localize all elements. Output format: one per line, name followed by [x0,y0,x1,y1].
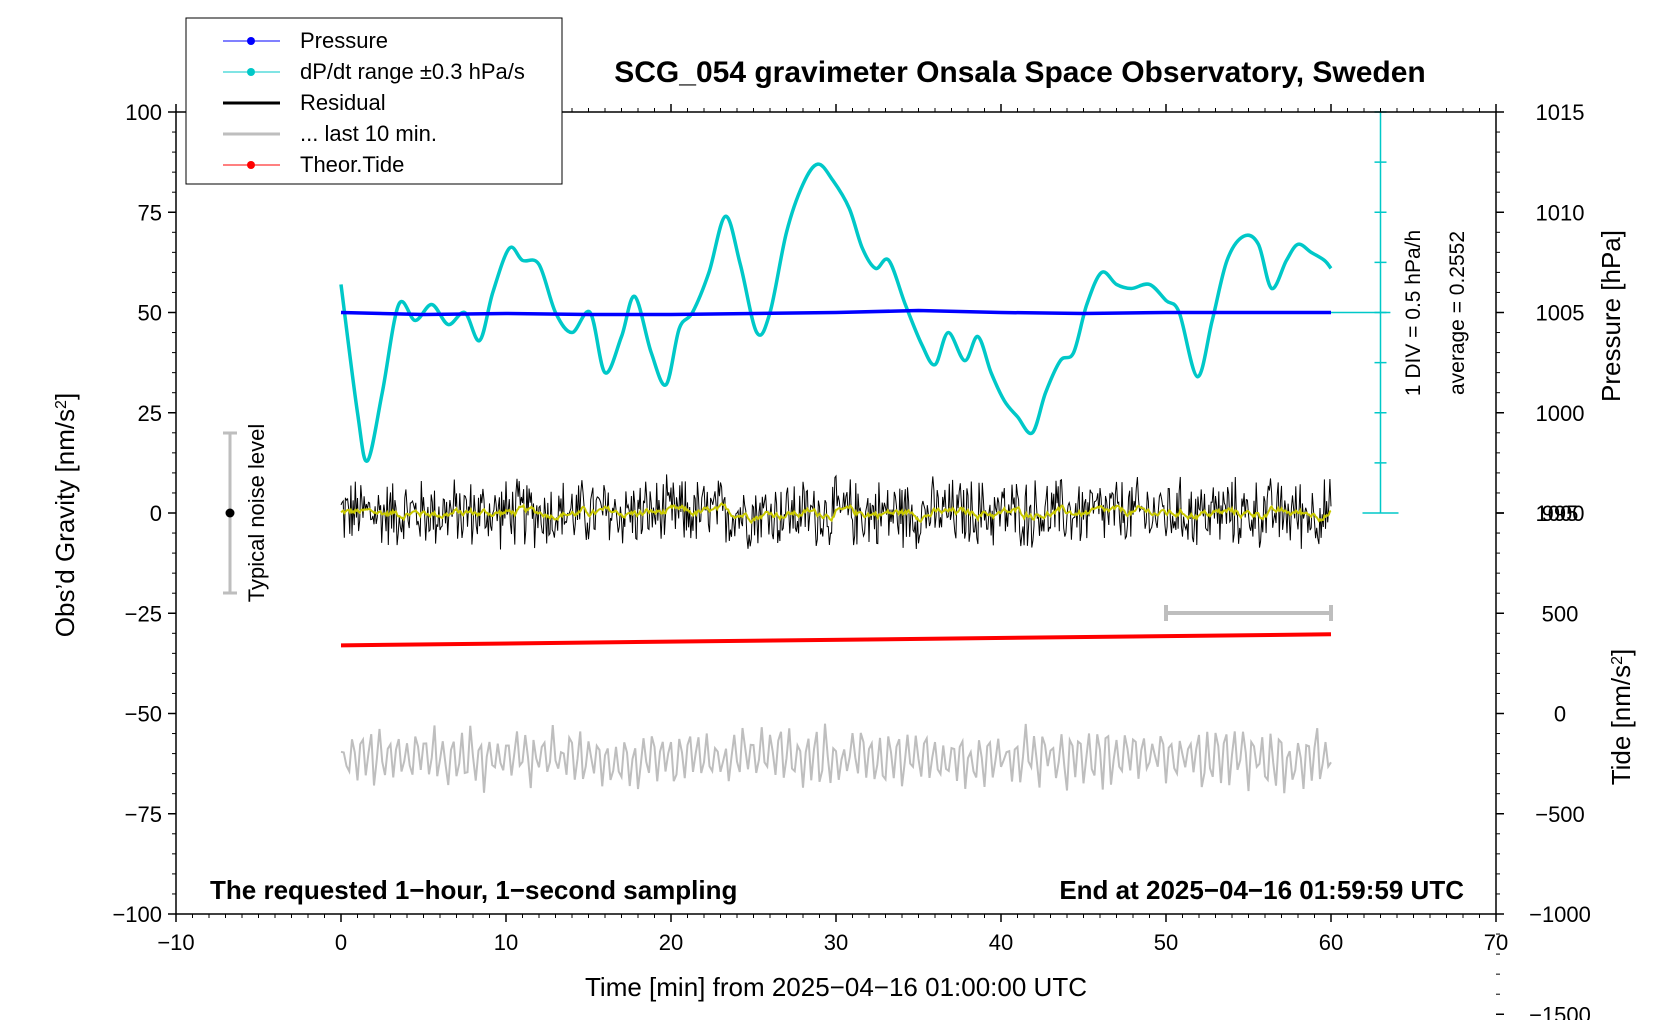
legend-dpdt-marker [247,68,255,76]
y-tick-label: 50 [138,301,162,326]
x-tick-label: 10 [494,930,518,955]
legend-pressure-marker [247,37,255,45]
noise-level-label: Typical noise level [244,424,269,603]
x-tick-label: 0 [335,930,347,955]
y-tick-label: 25 [138,401,162,426]
legend-entry-residual: Residual [223,90,386,115]
legend-entry-tide: Theor.Tide [223,152,404,177]
left-axis-label-end: ] [50,393,80,400]
tide-tick-label: 1000 [1536,501,1585,526]
pressure-tick-label: 1015 [1536,100,1585,125]
y-tick-label: 75 [138,200,162,225]
legend-tide-marker [247,161,255,169]
legend-tide-label: Theor.Tide [300,152,404,177]
tide-tick-label: 500 [1542,601,1579,626]
legend: Pressure dP/dt range ±0.3 hPa/s Residual… [185,17,563,185]
left-axis-label-sup: 2 [53,400,70,409]
x-tick-label: 40 [989,930,1013,955]
series-pressure [340,308,1331,317]
legend-residual-label: Residual [300,90,386,115]
y-tick-label: −50 [125,702,162,727]
y-tick-label: 0 [150,501,162,526]
legend-entry-dpdt: dP/dt range ±0.3 hPa/s [223,59,525,84]
pressure-tick-label: 1000 [1536,401,1585,426]
series-residual [340,474,1332,550]
x-axis-label: Time [min] from 2025−04−16 01:00:00 UTC [585,972,1087,1002]
average-label: average = 0.2552 [1446,231,1469,395]
series-theor-tide [340,632,1332,648]
ticks-layer: −10 0 10 20 30 40 50 60 701007550250−25−50−75−10… [112,100,1590,1020]
last-10-min-bracket [1164,605,1333,621]
tide-tick-label: −500 [1535,802,1585,827]
chart-title: SCG_054 gravimeter Onsala Space Observat… [614,56,1426,89]
tide-axis-label-end: ] [1606,649,1636,656]
legend-entry-pressure: Pressure [223,28,388,53]
y-tick-label: 100 [125,100,162,125]
series-dpdt [339,162,1333,463]
tide-tick-label: −1000 [1529,902,1591,927]
tide-tick-label: −1500 [1529,1002,1591,1020]
legend-entry-last10: ... last 10 min. [223,121,437,146]
bottom-left-note: The requested 1−hour, 1−second sampling [210,875,737,905]
x-tick-label: 50 [1154,930,1178,955]
left-axis-label-main: Obs’d Gravity [nm/s [50,409,80,637]
x-tick-label: 20 [659,930,683,955]
pressure-tick-label: 1010 [1536,200,1585,225]
pressure-tick-label: 1005 [1536,301,1585,326]
pressure-axis-label: Pressure [hPa] [1596,230,1626,402]
legend-pressure-label: Pressure [300,28,388,53]
series-residual-smoothed [340,502,1332,525]
y-tick-label: −25 [125,601,162,626]
tide-axis-label: Tide [nm/s2] [1606,649,1636,786]
noise-level-dot [225,508,235,518]
y-tick-label: −100 [112,902,162,927]
bottom-right-note: End at 2025−04−16 01:59:59 UTC [1059,875,1464,905]
legend-last10-label: ... last 10 min. [300,121,437,146]
legend-box [185,17,563,185]
x-tick-label: 60 [1319,930,1343,955]
x-tick-label: 30 [824,930,848,955]
tide-axis-label-main: Tide [nm/s [1606,665,1636,785]
y-tick-label: −75 [125,802,162,827]
noise-level-indicator [223,431,237,595]
pressure-tick-label: 995 [1542,501,1579,526]
tide-tick-label: 0 [1554,702,1566,727]
series-last-10-min [340,723,1332,794]
left-axis-label: Obs’d Gravity [nm/s2] [50,393,80,637]
legend-dpdt-label: dP/dt range ±0.3 hPa/s [300,59,525,84]
div-label: 1 DIV = 0.5 hPa/h [1402,230,1425,396]
tide-axis-label-sup: 2 [1609,656,1626,665]
x-tick-label: −10 [157,930,194,955]
